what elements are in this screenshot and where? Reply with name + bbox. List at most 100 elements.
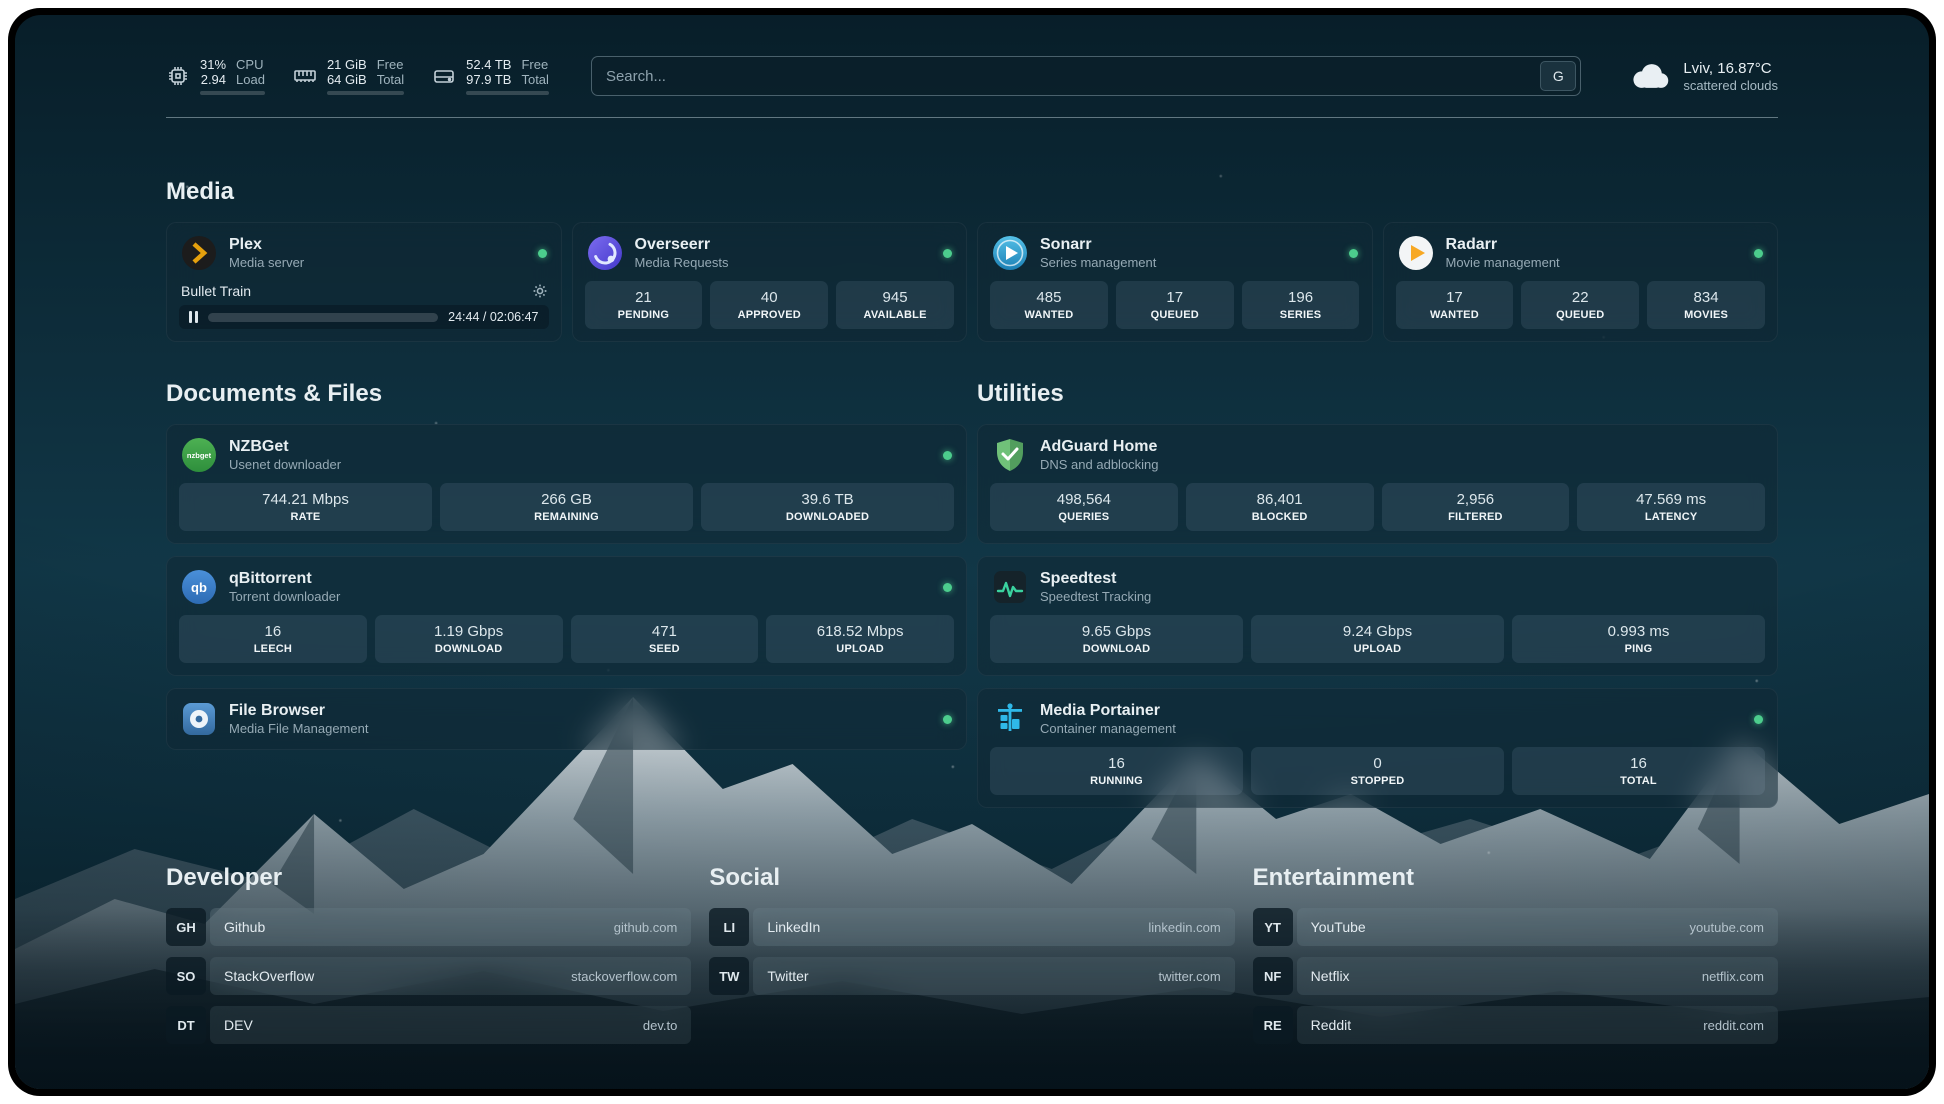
app-card-portainer[interactable]: Media Portainer Container management 16 R… [977, 688, 1778, 808]
search-bar: G [590, 56, 1582, 96]
pause-icon[interactable] [189, 311, 198, 323]
bookmark-linkedin[interactable]: LI LinkedIn linkedin.com [709, 908, 1235, 946]
overseerr-card-header: Overseerr Media Requests [573, 223, 967, 281]
stats-row: 498,564 QUERIES 86,401 BLOCKED 2,956 FILTER… [978, 483, 1777, 543]
disk-value-1: 52.4 TB [466, 57, 512, 72]
stats-row: 21 PENDING 40 APPROVED 945 AVAILABLE [573, 281, 967, 341]
dev-icon: DT [166, 1006, 206, 1044]
stat-value: 47.569 ms [1636, 491, 1707, 508]
stat-label: RUNNING [1090, 775, 1143, 787]
app-card-filebrowser[interactable]: File Browser Media File Management [166, 688, 967, 750]
app-card-nzbget[interactable]: nzbget NZBGet Usenet downloader 744.21 M… [166, 424, 967, 544]
ram-label-2: Total [376, 72, 405, 87]
app-card-speedtest[interactable]: Speedtest Speedtest Tracking 9.65 Gbps DO… [977, 556, 1778, 676]
radarr-icon [1398, 235, 1434, 271]
svg-text:qb: qb [191, 580, 207, 595]
playback-progress-track[interactable] [208, 312, 439, 322]
status-dot [943, 450, 952, 460]
stat-label: SERIES [1279, 309, 1322, 321]
linkedin-icon: LI [709, 908, 750, 946]
bookmark-netflix[interactable]: NF Netflix netflix.com [1252, 957, 1778, 995]
bookmark-bar: Reddit reddit.com [1296, 1006, 1778, 1044]
app-card-radarr[interactable]: Radarr Movie management 17 WANTED 22 QUEUE… [1382, 222, 1778, 342]
stat-label: STOPPED [1350, 775, 1405, 787]
section-media: Media Plex Media server [166, 178, 1778, 342]
stat-value: 9.24 Gbps [1342, 623, 1413, 640]
app-card-qbittorrent[interactable]: qb qBittorrent Torrent downloader 16 LEEC… [166, 556, 967, 676]
nzbget-title-block: NZBGet Usenet downloader [229, 437, 931, 473]
playback-bar: 24:44 / 02:06:47 [179, 305, 549, 329]
section-title-social: Social [709, 864, 781, 891]
disk-value-2: 97.9 TB [466, 72, 512, 87]
now-playing-row: Bullet Train [167, 281, 561, 305]
stat-label: REMAINING [534, 511, 599, 523]
section-title-developer: Developer [166, 864, 283, 891]
bookmark-url: youtube.com [1689, 919, 1764, 935]
entertainment-bookmarks: YT YouTube youtube.com NF Netflix netfli… [1252, 908, 1778, 1044]
app-name: NZBGet [229, 438, 289, 455]
stat-box: 39.6 TB DOWNLOADED [701, 483, 954, 531]
cpu-readout: 31% CPU 2.94 Load [200, 57, 265, 95]
bookmark-youtube[interactable]: YT YouTube youtube.com [1252, 908, 1778, 946]
bookmark-stackoverflow[interactable]: SO StackOverflow stackoverflow.com [166, 957, 692, 995]
app-name: Radarr [1445, 236, 1498, 253]
stat-value: 266 GB [541, 491, 592, 508]
cpu-label-1: CPU [236, 57, 264, 72]
status-dot [943, 714, 952, 724]
stat-label: PENDING [617, 309, 670, 321]
ram-value-1: 21 GiB [326, 57, 367, 72]
speedtest-title-block: Speedtest Speedtest Tracking [1040, 569, 1763, 605]
bookmark-reddit[interactable]: RE Reddit reddit.com [1252, 1006, 1778, 1044]
stackoverflow-icon: SO [166, 957, 206, 995]
app-card-sonarr[interactable]: Sonarr Series management 485 WANTED 17 QUE… [977, 222, 1373, 342]
bookmark-url: twitter.com [1158, 968, 1221, 984]
bookmark-twitter[interactable]: TW Twitter twitter.com [709, 957, 1235, 995]
sonarr-icon [992, 235, 1028, 271]
bookmark-name: StackOverflow [224, 968, 315, 984]
radarr-title-block: Radarr Movie management [1446, 235, 1743, 271]
portainer-icon [992, 701, 1028, 737]
ram-widget: 21 GiB Free 64 GiB Total [293, 57, 405, 95]
stat-label: DOWNLOAD [434, 643, 503, 655]
disk-icon [432, 64, 456, 88]
youtube-icon: YT [1252, 908, 1293, 946]
bookmark-github[interactable]: GH Github github.com [166, 908, 692, 946]
app-name: Media Portainer [1040, 702, 1161, 719]
stat-box: 22 QUEUED [1521, 281, 1640, 329]
bookmark-dev[interactable]: DT DEV dev.to [166, 1006, 692, 1044]
stat-label: MOVIES [1684, 309, 1729, 321]
app-card-plex[interactable]: Plex Media server Bullet Train [166, 222, 562, 342]
search-engine-button[interactable]: G [1540, 61, 1577, 91]
system-widgets: 31% CPU 2.94 Load 21 GiB [166, 57, 549, 95]
app-subtitle: Movie management [1445, 255, 1560, 270]
stat-value: 485 [1036, 289, 1062, 306]
now-playing-title: Bullet Train [181, 283, 252, 299]
status-dot [1754, 248, 1763, 258]
app-card-adguard[interactable]: AdGuard Home DNS and adblocking 498,564 Q… [977, 424, 1778, 544]
stat-box: 1.19 Gbps DOWNLOAD [374, 615, 563, 663]
stat-label: APPROVED [737, 309, 801, 321]
stat-value: 16 [1108, 755, 1125, 772]
search-input[interactable] [590, 56, 1582, 96]
status-dot [1754, 714, 1763, 724]
stat-value: 196 [1288, 289, 1314, 306]
stat-label: TOTAL [1620, 775, 1657, 787]
speedtest-card-header: Speedtest Speedtest Tracking [978, 557, 1777, 615]
app-card-overseerr[interactable]: Overseerr Media Requests 21 PENDING 40 APP… [571, 222, 967, 342]
stat-label: WANTED [1024, 309, 1074, 321]
netflix-icon: NF [1252, 957, 1293, 995]
svg-text:nzbget: nzbget [187, 451, 212, 460]
stat-box: 266 GB REMAINING [440, 483, 693, 531]
section-social: Social LI LinkedIn linkedin.com TW [709, 864, 1235, 1044]
bookmark-name: YouTube [1310, 919, 1366, 935]
settings-icon[interactable] [533, 284, 547, 298]
qbittorrent-card-header: qb qBittorrent Torrent downloader [167, 557, 966, 615]
section-title-entertainment: Entertainment [1252, 864, 1415, 891]
stat-box: 196 SERIES [1241, 281, 1360, 329]
adguard-card-header: AdGuard Home DNS and adblocking [978, 425, 1777, 483]
bookmark-name: LinkedIn [767, 919, 821, 935]
stat-value: 945 [882, 289, 908, 306]
stat-box: 744.21 Mbps RATE [179, 483, 432, 531]
stat-label: DOWNLOADED [785, 511, 870, 523]
adguard-icon [992, 437, 1028, 473]
